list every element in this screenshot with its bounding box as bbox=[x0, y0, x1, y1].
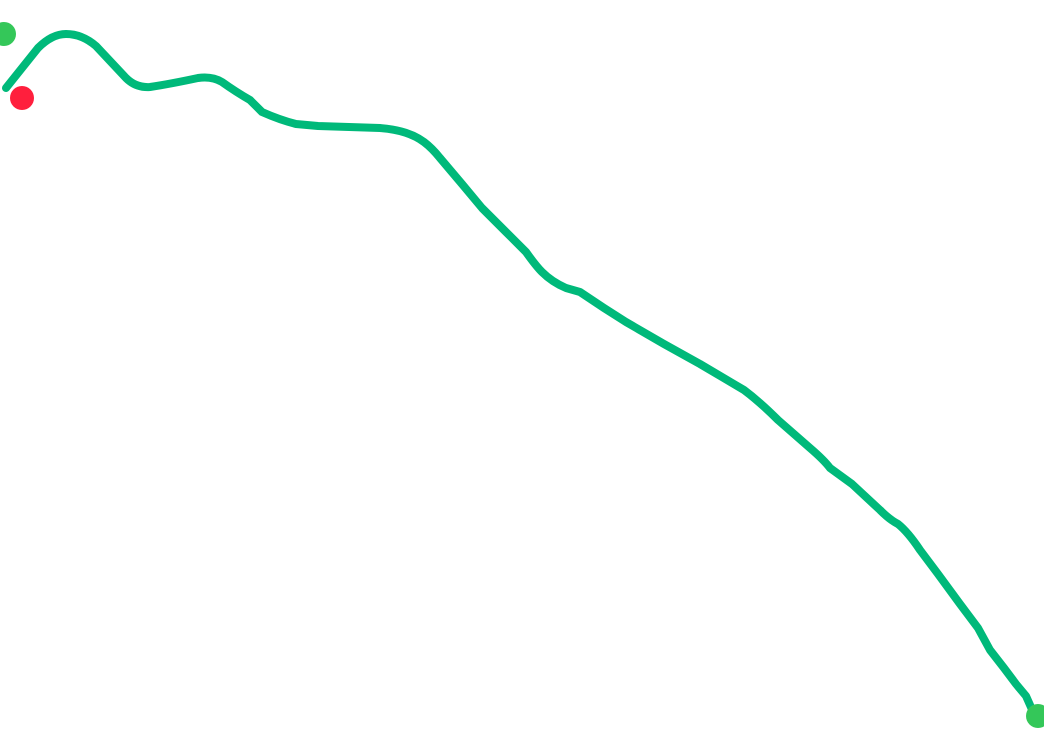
route-start-marker[interactable] bbox=[0, 22, 16, 46]
route-end-marker[interactable] bbox=[1026, 704, 1044, 728]
route-line bbox=[2, 30, 1038, 718]
current-location-marker[interactable] bbox=[10, 86, 34, 110]
